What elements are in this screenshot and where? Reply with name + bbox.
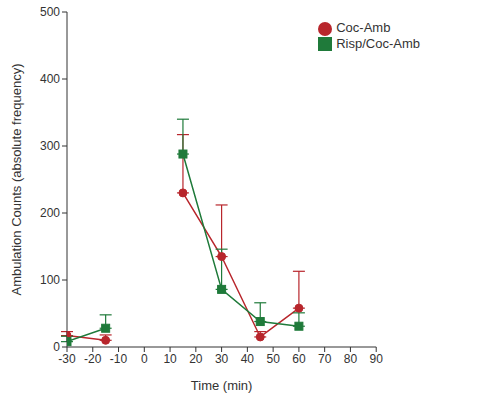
svg-text:50: 50 xyxy=(266,352,280,366)
svg-text:100: 100 xyxy=(40,273,60,287)
svg-text:70: 70 xyxy=(318,352,332,366)
svg-text:80: 80 xyxy=(344,352,358,366)
svg-text:40: 40 xyxy=(241,352,255,366)
svg-text:-10: -10 xyxy=(110,352,128,366)
svg-text:30: 30 xyxy=(215,352,229,366)
svg-text:0: 0 xyxy=(53,340,60,354)
svg-text:-30: -30 xyxy=(58,352,76,366)
svg-text:-20: -20 xyxy=(84,352,102,366)
svg-text:Ambulation Counts (absolute fr: Ambulation Counts (absolute frequency) xyxy=(9,64,24,296)
svg-text:200: 200 xyxy=(40,206,60,220)
svg-text:500: 500 xyxy=(40,5,60,19)
svg-text:400: 400 xyxy=(40,72,60,86)
svg-text:90: 90 xyxy=(370,352,384,366)
svg-text:Time (min): Time (min) xyxy=(191,378,253,393)
svg-text:10: 10 xyxy=(163,352,177,366)
svg-text:60: 60 xyxy=(292,352,306,366)
svg-text:300: 300 xyxy=(40,139,60,153)
html-text:Coc-Amb: Coc-Amb xyxy=(336,20,391,35)
html-text:Risp/Coc-Amb: Risp/Coc-Amb xyxy=(336,35,420,51)
svg-text:0: 0 xyxy=(141,352,148,366)
svg-text:20: 20 xyxy=(189,352,203,366)
